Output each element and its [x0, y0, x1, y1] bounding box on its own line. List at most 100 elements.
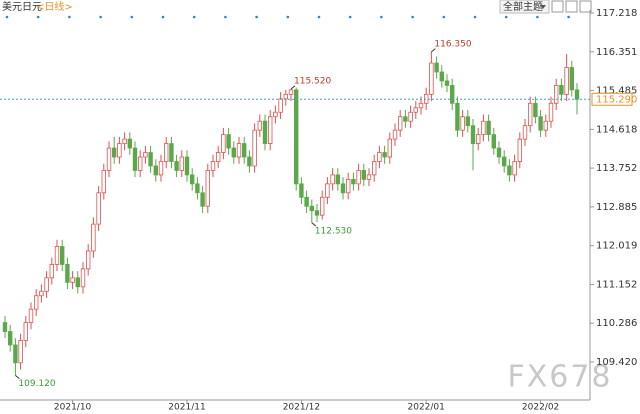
candle-body: [543, 120, 548, 131]
candle-body: [49, 264, 54, 279]
candle-body: [361, 170, 366, 180]
zoom-out-button[interactable]: [565, 0, 578, 13]
candle-body: [548, 102, 554, 122]
candle-body: [512, 161, 517, 176]
candle-body: [189, 174, 195, 185]
annotation-pointer: [290, 85, 296, 90]
candle-body: [70, 277, 75, 283]
y-tick-label: 114.618: [596, 124, 637, 135]
candle-body: [564, 67, 569, 95]
candle-body: [554, 85, 559, 104]
event-dot: [192, 15, 196, 19]
candle-body: [335, 174, 340, 185]
candle-body: [127, 138, 132, 149]
candle-body: [387, 138, 392, 158]
candle-body: [200, 192, 205, 207]
candle-body: [13, 344, 18, 364]
candle-body: [299, 183, 304, 198]
candle-body: [486, 120, 491, 136]
candle-body: [262, 120, 268, 144]
candle-body: [319, 196, 325, 216]
menu-box[interactable]: [499, 0, 550, 14]
watermark: FX678: [507, 360, 612, 395]
candle-body: [112, 147, 117, 158]
annotation-pointer: [15, 374, 20, 379]
candle-body: [257, 120, 262, 131]
candle-body: [221, 134, 226, 153]
candle-body: [91, 223, 96, 252]
candle-body: [205, 170, 210, 207]
candle-body: [60, 246, 65, 265]
candle-body: [382, 152, 387, 158]
candle-body: [574, 89, 580, 100]
annotation-label: 109.120: [18, 379, 55, 389]
candle-body: [158, 161, 164, 176]
candle-body: [434, 62, 439, 73]
candle-body: [325, 183, 330, 198]
candle-body: [429, 62, 434, 95]
y-tick-label: 113.752: [596, 163, 637, 174]
event-dot: [536, 15, 539, 19]
event-dot: [567, 15, 570, 19]
candle-body: [278, 98, 283, 113]
y-tick-label: 115.485: [596, 86, 637, 97]
candle-body: [304, 196, 309, 207]
candle-body: [54, 246, 60, 265]
candle-body: [475, 134, 481, 144]
candle-body: [470, 125, 476, 144]
candle-body: [403, 116, 408, 122]
candle-body: [2, 322, 8, 332]
candle-body: [34, 295, 39, 310]
candle-body: [231, 147, 236, 158]
candle-body: [106, 147, 112, 171]
candle-body: [80, 268, 86, 288]
candle-body: [247, 156, 252, 167]
candle-body: [501, 156, 507, 167]
candle-body: [267, 116, 273, 144]
candle-body: [215, 152, 221, 162]
candle-body: [153, 165, 158, 176]
event-dot: [36, 15, 40, 19]
candle-body: [195, 183, 200, 194]
candle-body: [96, 192, 101, 225]
candle-body: [528, 102, 533, 127]
annotation-label: 115.520: [294, 76, 331, 86]
candle-body: [413, 107, 418, 113]
candle-body: [356, 170, 361, 185]
candle-body: [179, 156, 184, 171]
candle-body: [241, 143, 247, 158]
candle-body: [210, 161, 216, 171]
last-price-label: 115.290: [596, 94, 637, 105]
settings-button[interactable]: [579, 0, 592, 13]
x-tick-label: 2021/10: [54, 403, 92, 413]
x-tick-label: 2022/01: [408, 403, 445, 413]
candle-body: [252, 129, 257, 167]
menu-arrow: [540, 5, 546, 9]
candle-body: [507, 165, 512, 176]
candle-body: [86, 250, 91, 270]
candle-body: [44, 277, 49, 292]
candle-body: [236, 143, 242, 158]
candle-body: [559, 85, 564, 95]
event-dot: [255, 15, 258, 19]
candle-body: [309, 205, 314, 212]
menu-label[interactable]: 全部主题: [503, 0, 543, 13]
annotation-pointer: [431, 48, 436, 53]
candle-body: [18, 340, 23, 364]
zoom-in-button[interactable]: [551, 0, 564, 13]
event-dot: [5, 15, 9, 19]
candle-body: [23, 322, 28, 341]
event-dot: [99, 15, 102, 19]
candle-body: [293, 89, 299, 185]
candle-body: [522, 125, 528, 140]
candle-body: [143, 152, 148, 158]
candle-body: [132, 147, 138, 171]
event-dot: [161, 15, 165, 19]
candle-body: [137, 156, 143, 171]
last-price-box: [591, 92, 633, 106]
annotation-pointer: [311, 222, 317, 227]
candle-body: [283, 93, 288, 100]
candle-body: [517, 138, 522, 162]
y-tick-label: 116.351: [596, 47, 637, 58]
